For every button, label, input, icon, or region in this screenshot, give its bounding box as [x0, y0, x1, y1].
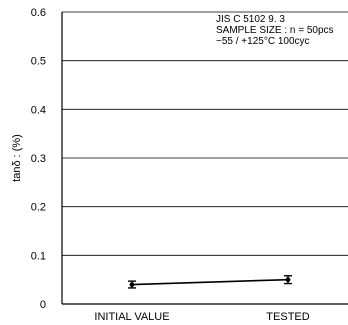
data-point: [129, 282, 135, 287]
grid-lines: [62, 11, 348, 256]
series-line: [131, 278, 289, 286]
x-tick-label: TESTED: [266, 311, 309, 323]
annotation-line: JIS C 5102 9. 3: [216, 14, 285, 25]
y-tick-label: 0.3: [31, 153, 46, 165]
y-tick-label: 0.2: [31, 202, 46, 214]
y-tick-label: 0.1: [31, 250, 46, 262]
series-group: [128, 275, 292, 289]
x-tick-label: INITIAL VALUE: [94, 311, 169, 323]
y-tick-labels: 0 0.1 0.2 0.3 0.4 0.5 0.6: [31, 7, 46, 311]
annotation-line: SAMPLE SIZE : n = 50pcs: [216, 25, 334, 36]
y-tick-label: 0.5: [31, 56, 46, 68]
y-tick-label: 0: [40, 299, 46, 311]
x-tick-labels: INITIAL VALUE TESTED: [94, 311, 309, 323]
y-tick-label: 0.4: [31, 104, 46, 116]
y-tick-label: 0.6: [31, 7, 46, 19]
annotation-line: −55 / +125°C 100cyc: [216, 36, 310, 47]
y-axis-label: tanδ : (%): [11, 134, 23, 182]
data-point: [285, 277, 291, 283]
